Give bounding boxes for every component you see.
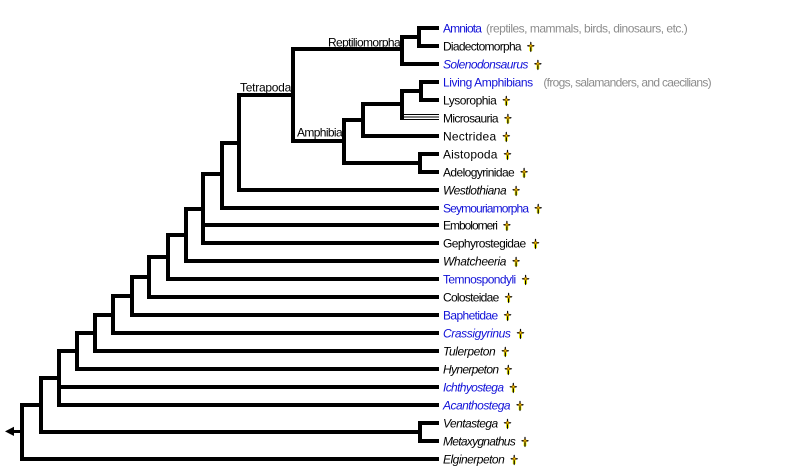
svg-text:Nectridea: Nectridea	[443, 130, 496, 144]
svg-text:Acanthostega: Acanthostega	[442, 399, 511, 413]
svg-text:Colosteidae: Colosteidae	[443, 291, 500, 305]
svg-text:Amniota: Amniota	[443, 22, 482, 36]
svg-text:Amphibia: Amphibia	[297, 125, 343, 139]
svg-text:Seymouriamorpha: Seymouriamorpha	[443, 202, 529, 216]
svg-text:Lysorophia: Lysorophia	[443, 94, 497, 108]
svg-text:Temnospondyli: Temnospondyli	[443, 273, 516, 287]
svg-text:Embolomeri: Embolomeri	[443, 219, 497, 233]
svg-text:Elginerpeton: Elginerpeton	[443, 453, 505, 467]
svg-text:Whatcheeria: Whatcheeria	[443, 255, 507, 269]
svg-text:Microsauria: Microsauria	[443, 112, 499, 126]
svg-text:Crassigyrinus: Crassigyrinus	[443, 327, 511, 341]
svg-text:Hynerpeton: Hynerpeton	[443, 363, 499, 377]
svg-text:Living Amphibians: Living Amphibians	[443, 76, 533, 90]
svg-text:(frogs, salamanders, and caeci: (frogs, salamanders, and caecilians)	[543, 76, 711, 90]
svg-text:Diadectomorpha: Diadectomorpha	[443, 40, 522, 54]
svg-text:Solenodonsaurus: Solenodonsaurus	[443, 58, 528, 72]
svg-text:Gephyrostegidae: Gephyrostegidae	[443, 237, 526, 251]
svg-text:Reptiliomorpha: Reptiliomorpha	[328, 35, 401, 49]
svg-text:Metaxygnathus: Metaxygnathus	[443, 435, 516, 449]
svg-text:Ventastega: Ventastega	[443, 417, 498, 431]
svg-text:Baphetidae: Baphetidae	[443, 309, 499, 323]
svg-text:(reptiles, mammals, birds, din: (reptiles, mammals, birds, dinosaurs, et…	[486, 22, 688, 36]
svg-text:Tetrapoda: Tetrapoda	[240, 81, 292, 95]
svg-text:Adelogyrinidae: Adelogyrinidae	[443, 166, 515, 180]
svg-text:Westlothiana: Westlothiana	[443, 184, 507, 198]
svg-text:Tulerpeton: Tulerpeton	[443, 345, 496, 359]
svg-text:Ichthyostega: Ichthyostega	[443, 381, 504, 395]
svg-text:Aistopoda: Aistopoda	[443, 148, 498, 162]
